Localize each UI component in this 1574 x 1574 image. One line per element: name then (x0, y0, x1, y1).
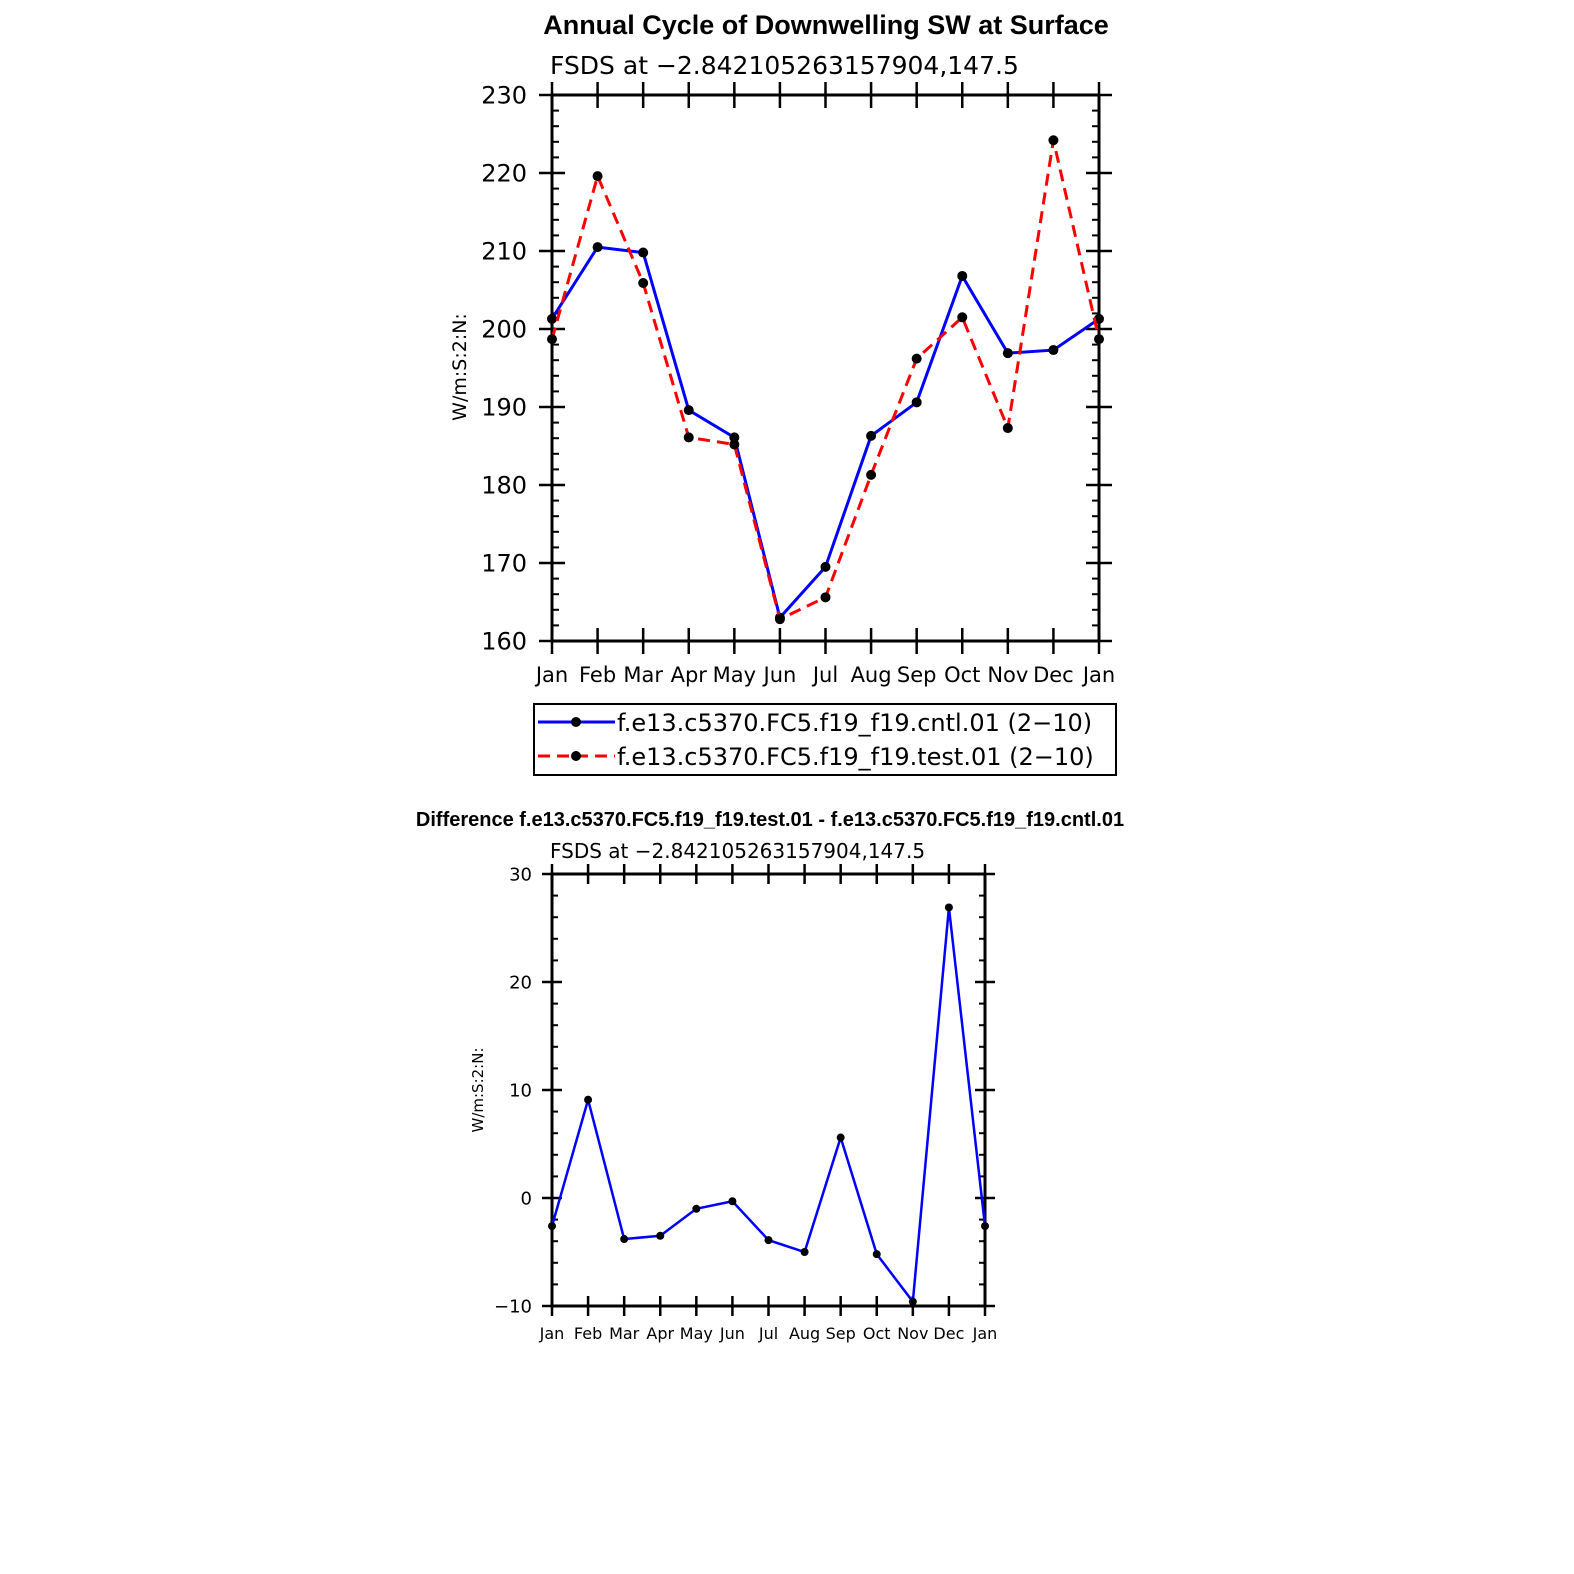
x-tick-label: Jun (762, 663, 797, 687)
data-point (638, 277, 649, 288)
data-point (981, 1222, 989, 1231)
y-axis-label: W/m:S:2:N: (469, 1048, 487, 1133)
x-tick-label: Apr (671, 663, 708, 687)
x-tick-label: Jul (811, 663, 838, 687)
data-point (866, 430, 877, 441)
legend-marker (571, 717, 581, 727)
data-point (911, 397, 922, 408)
x-tick-label: Dec (1033, 663, 1074, 687)
data-point (656, 1231, 665, 1240)
data-point (683, 432, 694, 443)
plot-axes: Jan Feb Mar Apr May Jun Jul Aug Sep Oct Nov Dec Jan−… (494, 864, 997, 1343)
data-point (547, 313, 557, 324)
data-point (908, 1297, 917, 1306)
data-point (1094, 313, 1104, 324)
y-tick-label: 160 (481, 628, 527, 656)
y-tick-label: 20 (509, 972, 532, 993)
data-point (957, 312, 968, 323)
data-point (957, 270, 968, 281)
x-tick-label: Jun (719, 1324, 745, 1343)
data-point (836, 1133, 845, 1142)
x-tick-label: Aug (851, 663, 892, 687)
data-point (728, 1197, 737, 1206)
y-tick-label: 190 (481, 394, 527, 422)
data-point (872, 1250, 881, 1259)
x-tick-label: May (713, 663, 756, 687)
data-point (820, 561, 831, 572)
data-point (1002, 423, 1013, 434)
data-point (774, 614, 785, 625)
data-point (584, 1095, 593, 1104)
legend-marker (571, 751, 581, 761)
x-tick-label: Sep (897, 663, 937, 687)
data-point (866, 469, 877, 480)
y-tick-label: 30 (509, 864, 532, 885)
legend-label: f.e13.c5370.FC5.f19_f19.cntl.01 (2−10) (617, 709, 1092, 737)
data-point (638, 247, 649, 258)
x-tick-label: Aug (789, 1324, 820, 1343)
data-point (1048, 135, 1059, 146)
x-tick-label: Mar (609, 1324, 640, 1343)
x-tick-label: Jan (534, 663, 568, 687)
y-tick-label: 230 (481, 82, 527, 110)
data-point (1002, 348, 1013, 359)
plot-series (547, 135, 1104, 625)
data-point (620, 1235, 629, 1244)
data-point (764, 1236, 773, 1245)
chart-subtitle: FSDS at −2.842105263157904,147.5 (550, 839, 925, 863)
data-point (729, 432, 740, 443)
data-point (692, 1204, 701, 1213)
x-tick-label: Jan (539, 1324, 565, 1343)
x-tick-label: Nov (987, 663, 1028, 687)
x-tick-label: Apr (646, 1324, 674, 1343)
data-point (944, 903, 953, 912)
data-point (592, 171, 603, 182)
data-point (911, 353, 922, 364)
y-tick-label: 220 (481, 160, 527, 188)
y-tick-label: −10 (494, 1296, 532, 1317)
x-tick-label: Jan (1081, 663, 1115, 687)
annual-cycle-chart: Annual Cycle of Downwelling SW at Surfac… (449, 10, 1117, 776)
data-point (683, 405, 694, 416)
y-axis-label: W/m:S:2:N: (449, 313, 471, 421)
y-tick-label: 0 (521, 1188, 532, 1209)
plot-series (548, 903, 989, 1306)
data-point (1094, 334, 1104, 345)
x-tick-label: Jul (758, 1324, 778, 1343)
x-tick-label: Sep (826, 1324, 856, 1343)
data-point (820, 592, 831, 603)
data-point (729, 439, 740, 450)
x-tick-label: Mar (623, 663, 663, 687)
data-point (547, 334, 557, 345)
data-point (592, 242, 603, 253)
x-tick-label: Jan (972, 1324, 998, 1343)
legend-box (533, 703, 1117, 776)
legend-label: f.e13.c5370.FC5.f19_f19.test.01 (2−10) (617, 743, 1094, 771)
y-tick-label: 180 (481, 472, 527, 500)
chart-title: Annual Cycle of Downwelling SW at Surfac… (543, 10, 1109, 40)
series-line-1 (550, 139, 1101, 622)
y-tick-label: 10 (509, 1080, 532, 1101)
difference-chart: Difference f.e13.c5370.FC5.f19_f19.test.… (416, 809, 1124, 1343)
x-tick-label: Feb (574, 1324, 602, 1343)
plot-axes: Jan Feb Mar Apr May Jun Jul Aug Sep Oct Nov Dec Jan 1… (481, 82, 1115, 687)
y-tick-label: 210 (481, 238, 527, 266)
x-tick-label: Feb (579, 663, 616, 687)
data-point (1048, 345, 1059, 356)
data-point (800, 1248, 809, 1256)
chart-title: Difference f.e13.c5370.FC5.f19_f19.test.… (416, 809, 1124, 831)
chart-subtitle: FSDS at −2.842105263157904,147.5 (550, 51, 1019, 80)
legend: f.e13.c5370.FC5.f19_f19.cntl.01 (2−10) f.… (533, 703, 1117, 776)
x-tick-label: Oct (944, 663, 980, 687)
y-tick-label: 200 (481, 316, 527, 344)
data-point (548, 1222, 556, 1231)
x-tick-label: May (680, 1324, 713, 1343)
y-tick-label: 170 (481, 550, 527, 578)
x-tick-label: Oct (863, 1324, 891, 1343)
x-tick-label: Dec (933, 1324, 964, 1343)
x-tick-label: Nov (897, 1324, 928, 1343)
